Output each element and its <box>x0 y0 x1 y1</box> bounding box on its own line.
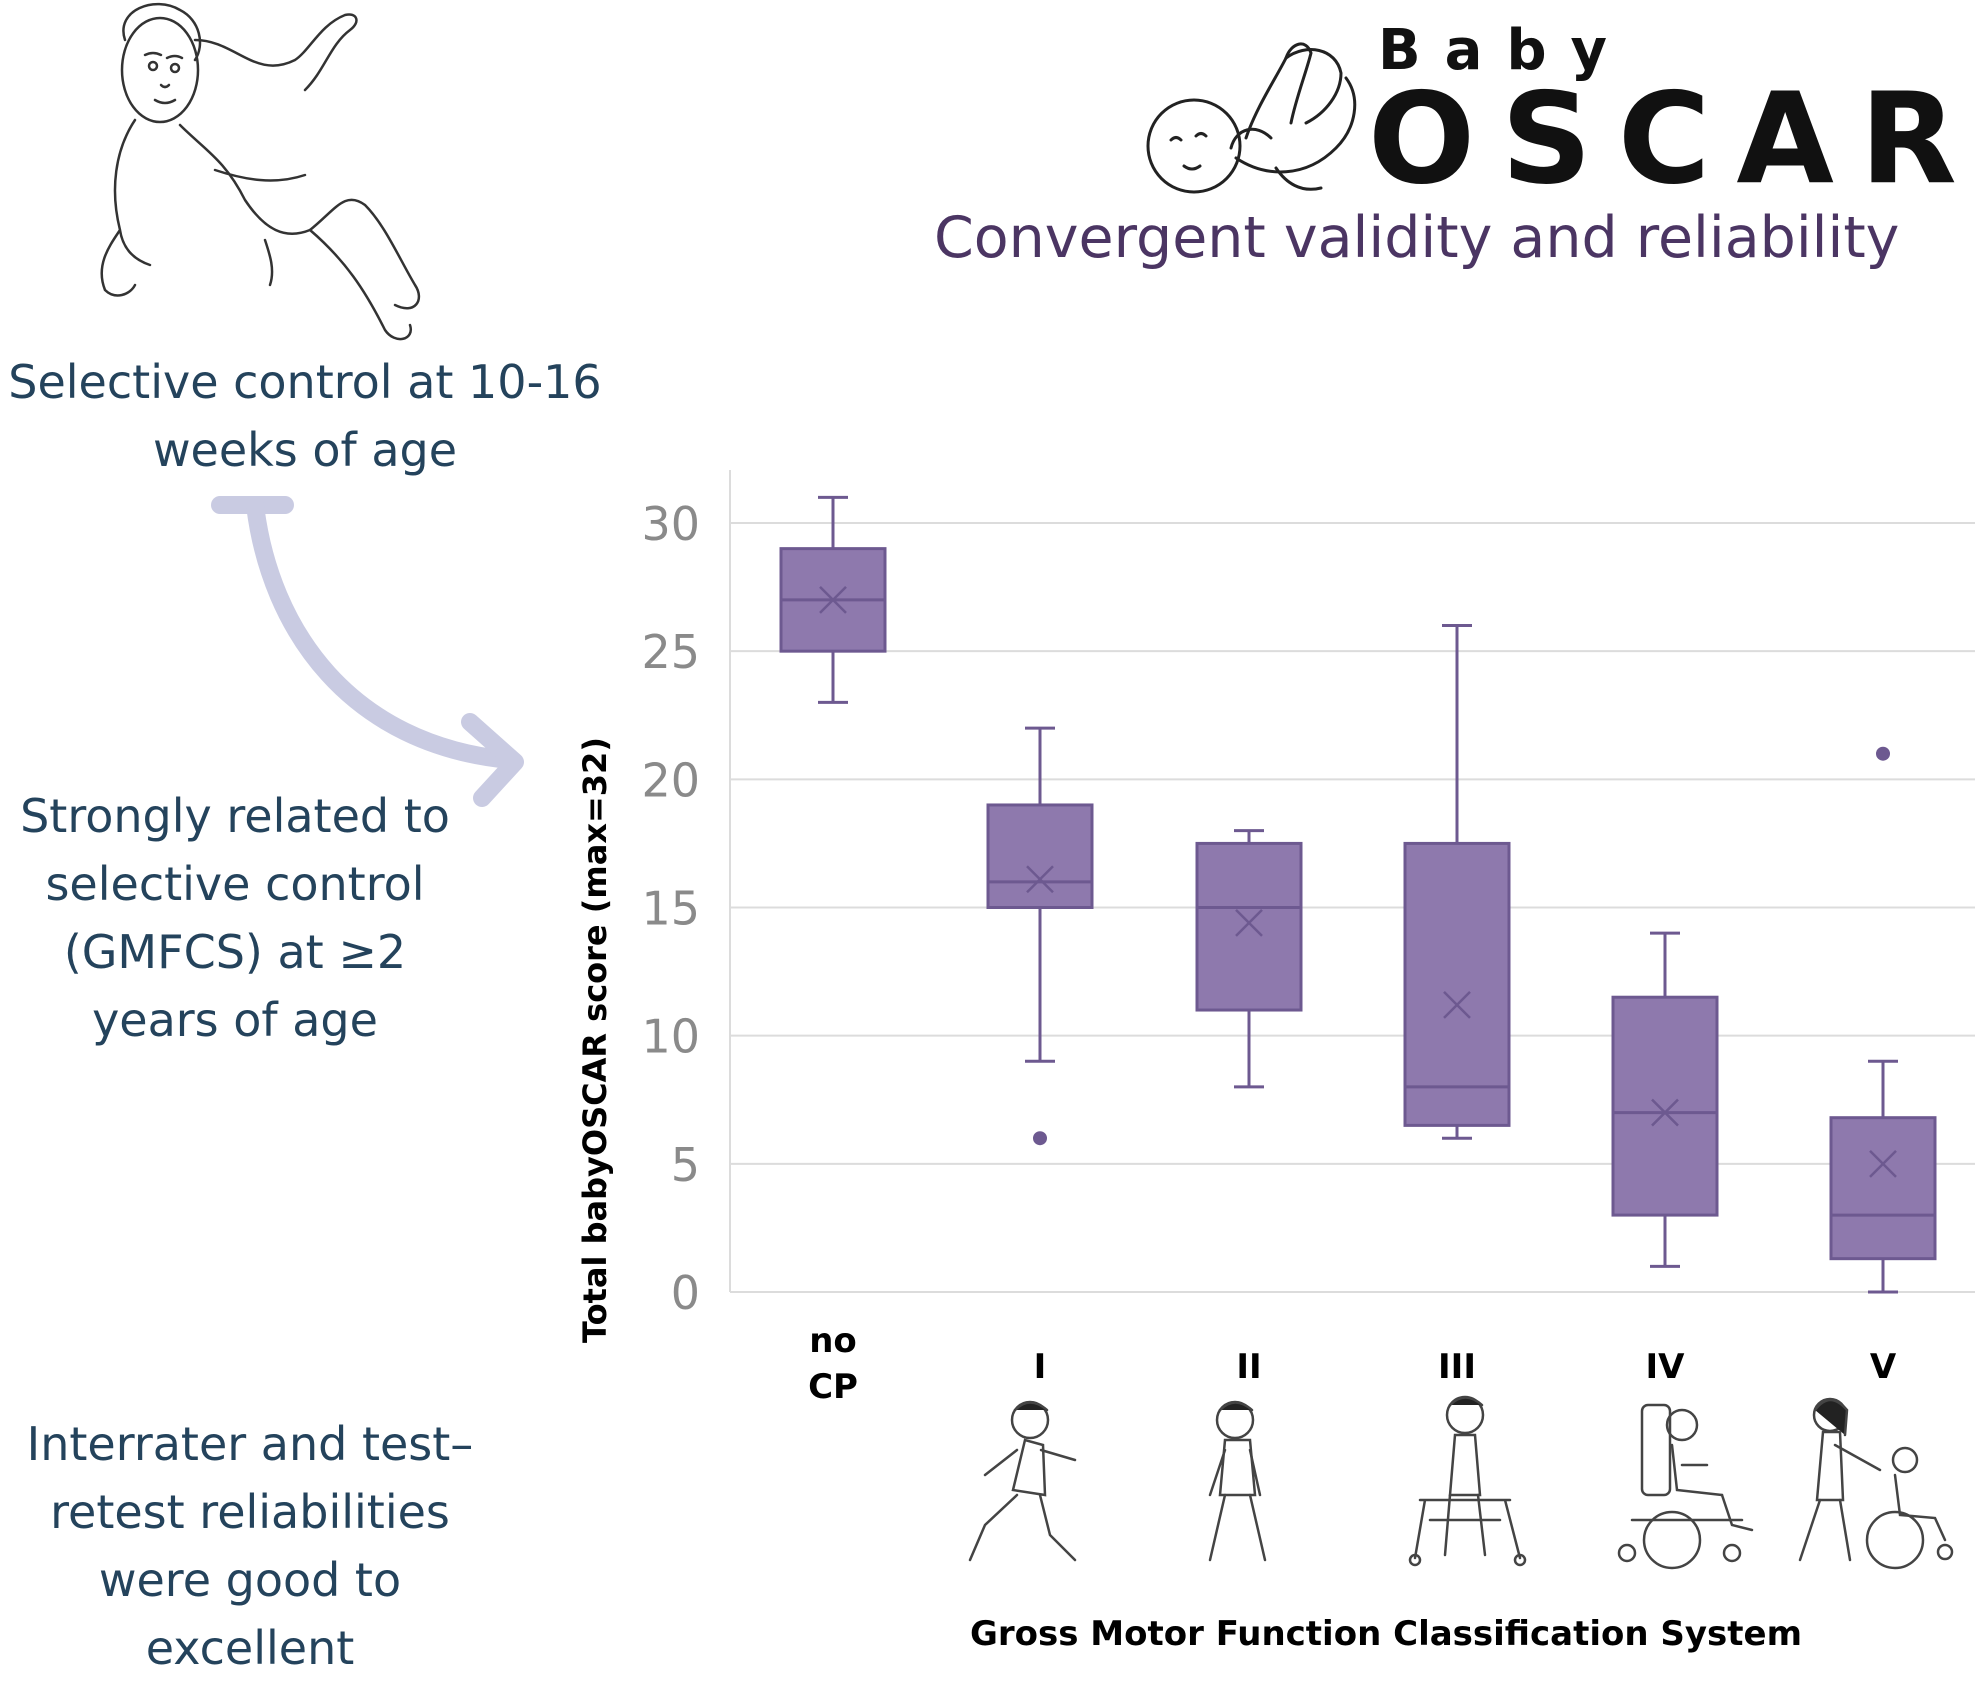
x-tick-label: III <box>1438 1347 1476 1387</box>
box <box>1403 841 1511 1127</box>
y-tick-label: 20 <box>641 753 700 807</box>
infant-sketch-icon <box>100 2 421 341</box>
mean-marker <box>1443 991 1471 1019</box>
x-tick-label: I <box>1034 1347 1047 1387</box>
mean-marker <box>1651 1098 1679 1127</box>
box <box>986 803 1094 910</box>
x-axis-label: Gross Motor Function Classification Syst… <box>970 1614 1802 1654</box>
x-tick-label: IV <box>1646 1347 1686 1387</box>
child-walking-icon-2 <box>1208 1400 1267 1562</box>
note-strongly-related: Strongly related to selective control (G… <box>20 789 450 1047</box>
y-tick-label: 10 <box>641 1010 700 1064</box>
box-group <box>1611 931 1719 1268</box>
note-reliability: Interrater and test– retest reliabilitie… <box>26 1417 474 1675</box>
y-tick-label: 15 <box>641 882 700 936</box>
box-group <box>1403 624 1511 1140</box>
y-tick-label: 25 <box>641 625 700 679</box>
logo-title: OSCAR <box>1368 65 1979 212</box>
x-tick-label: V <box>1870 1347 1897 1387</box>
mean-marker <box>1869 1149 1897 1178</box>
note-selective-control-age: Selective control at 10-16 weeks of age <box>8 355 602 477</box>
mean-marker <box>1235 908 1263 937</box>
y-tick-label: 5 <box>671 1138 700 1192</box>
outlier-point <box>1876 746 1890 761</box>
mean-marker <box>819 586 847 614</box>
outlier-point <box>1033 1131 1047 1146</box>
box-group <box>1829 746 1937 1294</box>
box-group <box>1195 829 1303 1089</box>
x-tick-label: no CP <box>808 1321 858 1407</box>
box <box>1195 841 1303 1012</box>
logo-small-text: Baby <box>1378 18 1632 83</box>
box-group <box>779 495 887 704</box>
x-tick-label: II <box>1236 1347 1261 1387</box>
box <box>1611 995 1719 1217</box>
box <box>1829 1116 1937 1261</box>
child-walker-icon <box>1408 1395 1527 1567</box>
y-axis-label: Total babyOSCAR score (max=32) <box>576 737 614 1343</box>
mean-marker <box>1026 865 1054 894</box>
y-tick-label: 30 <box>641 497 700 551</box>
curved-double-arrow-icon <box>211 496 524 807</box>
y-tick-label: 0 <box>671 1266 700 1320</box>
child-pushed-wheelchair-icon <box>1798 1397 1954 1570</box>
baby-logo-icon <box>1146 42 1357 194</box>
child-power-wheelchair-icon <box>1617 1403 1754 1570</box>
page-subtitle: Convergent validity and reliability <box>934 205 1900 271</box>
box-group <box>986 726 1094 1146</box>
child-walking-icon <box>968 1400 1077 1562</box>
